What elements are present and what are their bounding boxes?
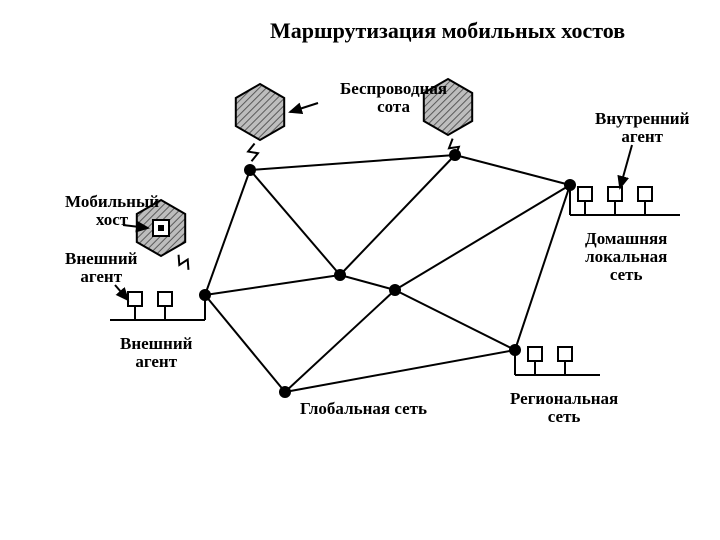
edge [395,290,515,350]
label-foreign-agent-2: Внешний агент [120,335,192,371]
edge [285,290,395,392]
edge [515,185,570,350]
label-foreign-agent-1: Внешний агент [65,250,137,286]
edge [340,275,395,290]
label-wireless-cell: Беспроводная сота [340,80,447,116]
edge [340,155,455,275]
label-arrow [115,285,128,300]
host-icon [638,187,652,201]
host-icon [158,292,172,306]
label-arrows [115,103,632,300]
host-icon [608,187,622,201]
host-icon [578,187,592,201]
host-icon [558,347,572,361]
edge [250,170,340,275]
edge [205,275,340,295]
router-node [279,386,291,398]
host-icon [128,292,142,306]
router-node [449,149,461,161]
router-nodes [199,149,576,398]
label-arrow [290,103,318,112]
edge [205,295,285,392]
router-node [244,164,256,176]
wireless-cell-icon [236,84,284,140]
edge [455,155,570,185]
router-node [334,269,346,281]
label-home-lan: Домашняя локальная сеть [585,230,667,284]
radio-link-icon [179,255,189,270]
host-icon [528,347,542,361]
router-node [199,289,211,301]
label-home-agent: Внутренний агент [595,110,689,146]
label-wan: Глобальная сеть [300,400,427,418]
router-node [509,344,521,356]
label-metro-lan: Региональная сеть [510,390,618,426]
router-node [389,284,401,296]
radio-link-icon [248,144,258,162]
label-mobile-host: Мобильный хост [65,193,159,229]
edge [395,185,570,290]
diagram-stage: Маршрутизация мобильных хостов Беспровод… [0,0,720,540]
edge [205,170,250,295]
edge [250,155,455,170]
router-node [564,179,576,191]
edge [285,350,515,392]
label-arrow [620,145,632,188]
